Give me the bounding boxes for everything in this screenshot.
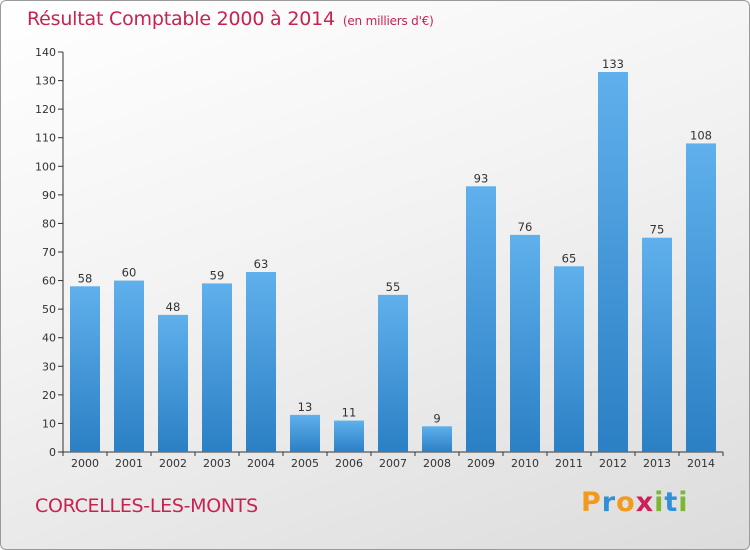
logo-letter: P <box>581 487 602 518</box>
data-label-2012: 133 <box>602 57 624 71</box>
data-label-2000: 58 <box>78 271 93 285</box>
x-tick-label: 2006 <box>335 457 363 470</box>
proxiti-logo[interactable]: Proxiti <box>581 487 689 518</box>
y-tick-label: 120 <box>35 103 56 116</box>
y-tick-label: 30 <box>42 360 56 373</box>
bar-2009[interactable] <box>466 186 496 453</box>
y-tick-label: 40 <box>42 332 56 345</box>
x-tick-label: 2000 <box>71 457 99 470</box>
y-tick-label: 0 <box>49 446 56 459</box>
bar-2001[interactable] <box>114 280 144 452</box>
bar-2012[interactable] <box>598 72 628 452</box>
logo-letter: o <box>616 487 636 518</box>
bar-2013[interactable] <box>642 237 672 452</box>
data-label-2002: 48 <box>166 300 181 314</box>
commune-name: CORCELLES-LES-MONTS <box>35 495 258 517</box>
data-label-2008: 9 <box>433 411 440 425</box>
x-tick-label: 2007 <box>379 457 407 470</box>
y-tick-label: 10 <box>42 417 56 430</box>
y-tick-label: 110 <box>35 132 56 145</box>
bar-2002[interactable] <box>158 314 188 452</box>
data-label-2007: 55 <box>386 280 401 294</box>
bar-2006[interactable] <box>334 420 364 452</box>
data-label-2005: 13 <box>298 400 313 414</box>
y-tick-label: 100 <box>35 160 56 173</box>
y-tick-label: 20 <box>42 389 56 402</box>
title-text: Résultat Comptable 2000 à 2014 <box>27 8 335 30</box>
logo-letter: x <box>635 487 655 518</box>
data-label-2010: 76 <box>518 220 533 234</box>
data-label-2009: 93 <box>474 171 489 185</box>
x-tick-label: 2005 <box>291 457 319 470</box>
data-label-2001: 60 <box>122 266 137 280</box>
x-tick-label: 2002 <box>159 457 187 470</box>
x-tick-label: 2012 <box>599 457 627 470</box>
bars: 58 60 48 59 63 13 11 55 9 93 76 65 133 75 108 <box>70 57 716 453</box>
y-tick-label: 70 <box>42 246 56 259</box>
data-label-2003: 59 <box>210 268 225 282</box>
x-tick-label: 2001 <box>115 457 143 470</box>
logo-letter: r <box>601 487 617 518</box>
bar-2008[interactable] <box>422 426 452 452</box>
chart-subtitle: (en milliers d'€) <box>342 14 434 28</box>
x-tick-label: 2011 <box>555 457 583 470</box>
y-tick-label: 80 <box>42 217 56 230</box>
chart-title: Résultat Comptable 2000 à 2014 (en millie… <box>27 8 434 30</box>
data-label-2013: 75 <box>650 223 665 237</box>
x-tick-label: 2008 <box>423 457 451 470</box>
x-tick-label: 2010 <box>511 457 539 470</box>
logo-letter: i <box>678 487 689 518</box>
data-label-2004: 63 <box>254 257 269 271</box>
data-label-2006: 11 <box>342 406 357 420</box>
logo-letter: i <box>654 487 665 518</box>
x-tick-label: 2003 <box>203 457 231 470</box>
y-tick-label: 130 <box>35 75 56 88</box>
x-tick-label: 2004 <box>247 457 275 470</box>
y-tick-label: 50 <box>42 303 56 316</box>
y-tick-label: 140 <box>35 46 56 59</box>
bar-2000[interactable] <box>70 286 100 452</box>
x-tick-label: 2013 <box>643 457 671 470</box>
y-tick-label: 90 <box>42 189 56 202</box>
data-label-2011: 65 <box>562 251 577 265</box>
x-tick-label: 2009 <box>467 457 495 470</box>
bar-2005[interactable] <box>290 414 320 452</box>
bar-2007[interactable] <box>378 294 408 452</box>
bar-2003[interactable] <box>202 283 232 452</box>
bar-2010[interactable] <box>510 234 540 452</box>
bar-2014[interactable] <box>686 143 716 452</box>
data-label-2014: 108 <box>690 128 712 142</box>
bar-2004[interactable] <box>246 272 276 452</box>
bar-2011[interactable] <box>554 266 584 452</box>
logo-letter: t <box>664 487 679 518</box>
x-tick-label: 2014 <box>687 457 715 470</box>
y-tick-label: 60 <box>42 275 56 288</box>
